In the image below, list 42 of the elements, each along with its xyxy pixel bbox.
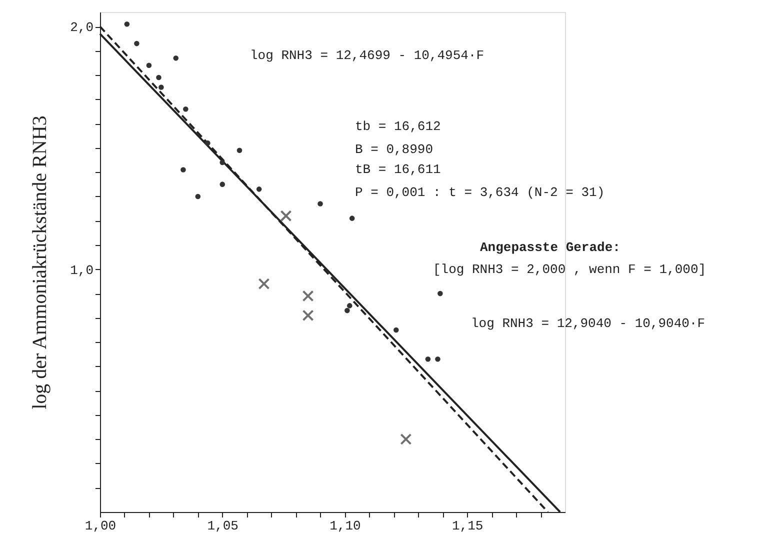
point: [183, 106, 188, 112]
point: [146, 62, 152, 68]
point: [158, 84, 164, 90]
point: [280, 210, 292, 222]
point: [302, 310, 314, 322]
x-tick-label: 1,15: [452, 518, 484, 534]
point: [435, 356, 440, 362]
annotation: B = 0,8990: [355, 142, 434, 157]
point: [236, 148, 242, 153]
x-tick-label: 1,05: [207, 518, 238, 534]
point: [258, 278, 270, 290]
point: [425, 356, 431, 362]
point: [400, 433, 412, 445]
point: [318, 201, 323, 206]
point: [349, 216, 355, 221]
point: [124, 21, 130, 27]
point: [302, 290, 314, 302]
annotation: log RNH3 = 12,4699 - 10,4954·F: [250, 48, 484, 63]
point: [346, 303, 352, 308]
annotation: P = 0,001 : t = 3,634 (N-2 = 31): [355, 185, 605, 200]
point: [438, 290, 443, 296]
point: [256, 186, 262, 192]
point: [220, 160, 226, 166]
point: [180, 167, 186, 172]
annotation: tB = 16,611: [355, 162, 442, 177]
point: [156, 74, 162, 80]
annotation: tb = 16,612: [355, 119, 441, 134]
x-tick-label: 1,00: [84, 518, 116, 534]
y-tick-label: 1,0: [70, 262, 94, 278]
point: [195, 194, 201, 200]
annotation: log RNH3 = 12,9040 - 10,9040·F: [471, 316, 706, 331]
point: [134, 40, 140, 46]
y-axis-title: log der Ammoniakrückstände RNH3: [29, 116, 52, 410]
annotation: Angepasste Gerade:: [480, 240, 620, 255]
x-tick-label: 1,10: [330, 518, 361, 534]
point: [173, 55, 179, 61]
annotation: [log RNH3 = 2,000 , wenn F = 1,000]: [433, 262, 706, 277]
y-tick-label: 2,0: [70, 20, 94, 36]
point: [205, 140, 210, 146]
point: [344, 308, 350, 314]
point: [393, 327, 399, 333]
point: [220, 182, 226, 187]
